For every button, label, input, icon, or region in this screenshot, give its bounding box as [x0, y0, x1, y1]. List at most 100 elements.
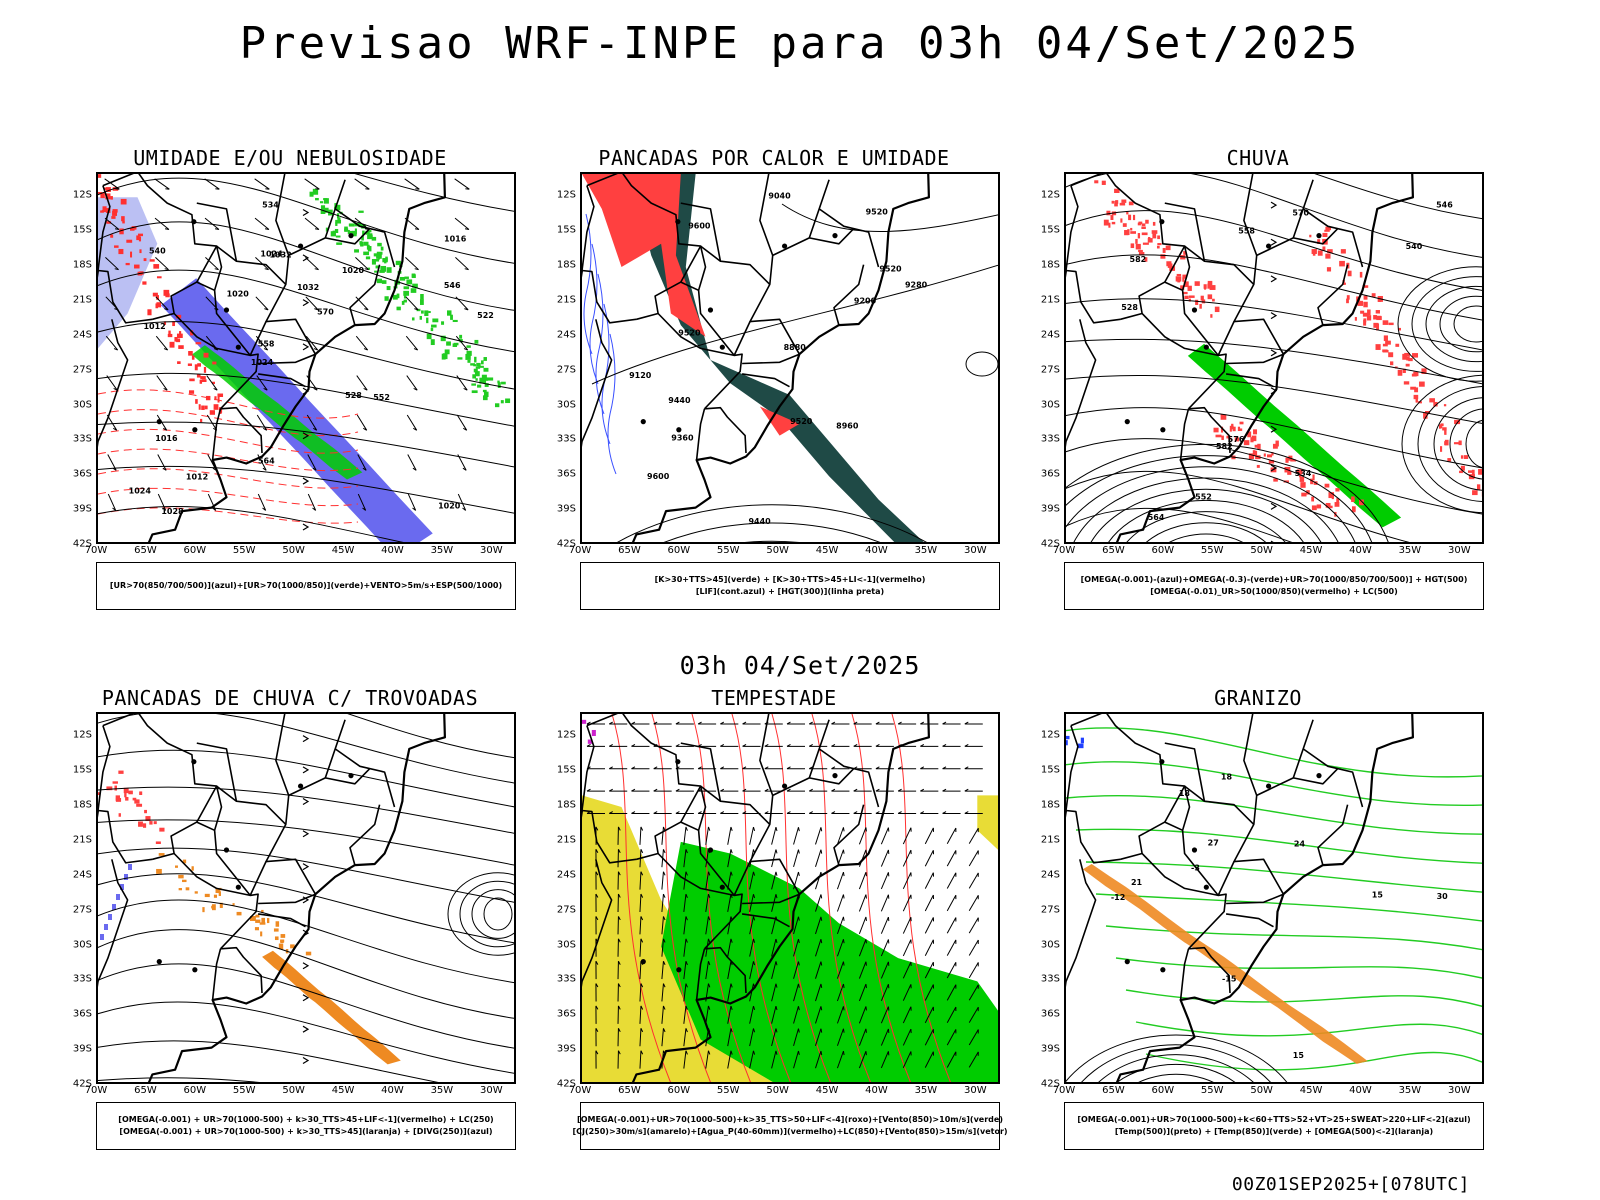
- omega-area-orange: [1082, 864, 1368, 1064]
- latitude-tick-label: 36S: [72, 1008, 92, 1020]
- longitude-tick-label: 35W: [430, 1085, 454, 1096]
- contour-label: 528: [1121, 303, 1138, 312]
- latitude-tick-label: 39S: [72, 1043, 92, 1055]
- latitude-tick-label: 30S: [1040, 399, 1060, 410]
- longitude-tick-label: 35W: [914, 545, 938, 556]
- longitude-tick-label: 70W: [568, 545, 592, 556]
- contour-label: 570: [1292, 208, 1309, 217]
- longitude-tick-label: 65W: [618, 1085, 641, 1096]
- latitude-tick-label: 42S: [72, 538, 92, 550]
- contour-label: 522: [477, 311, 494, 320]
- longitude-axis: 70W 65W 60W 55W 50W 45W 40W 35W 30W: [85, 544, 516, 558]
- latitude-tick-label: 15S: [72, 224, 92, 236]
- longitude-axis: 70W 65W 60W 55W 50W 45W 40W 35W 30W: [569, 544, 1000, 558]
- country-borders: [98, 174, 446, 542]
- contour-label: 534: [262, 201, 279, 210]
- contour-label: 9200: [854, 296, 877, 305]
- streamlines: [98, 174, 514, 542]
- pressure-contours: [617, 504, 927, 542]
- latitude-tick-label: 21S: [1040, 294, 1060, 306]
- panel-granizo: GRANIZO 12S 15S 18S 21S 24S 27S 30S 33S 36S 39S 42S…: [1018, 686, 1498, 1166]
- latitude-tick-label: 18S: [556, 259, 576, 271]
- longitude-tick-label: 40W: [865, 1085, 888, 1096]
- contour-label: 558: [258, 339, 275, 348]
- wind-arrows: [104, 178, 470, 511]
- longitude-tick-label: 30W: [963, 545, 987, 556]
- streamlines: [1066, 174, 1482, 542]
- longitude-tick-label: 30W: [963, 1085, 987, 1096]
- longitude-tick-label: 65W: [134, 545, 157, 556]
- contour-label: 9280: [905, 281, 928, 290]
- contour-label: 1024: [260, 249, 283, 258]
- latitude-tick-label: 24S: [72, 329, 92, 341]
- legend-line: [UR>70(850/700/500)](azul)+[UR>70(1000/8…: [109, 581, 503, 590]
- rain-red-dots-east: [1309, 226, 1482, 497]
- longitude-tick-label: 55W: [716, 545, 740, 556]
- contour-label: 18: [1179, 789, 1191, 798]
- contour-label: 27: [1208, 838, 1219, 847]
- latitude-tick-label: 15S: [556, 224, 576, 236]
- latitude-tick-label: 33S: [1040, 973, 1060, 985]
- contour-label: 9520: [879, 265, 902, 274]
- longitude-tick-label: 35W: [1398, 1085, 1422, 1096]
- contour-label: 1016: [444, 235, 467, 244]
- latitude-tick-label: 39S: [72, 503, 92, 515]
- contour-label: 540: [1406, 242, 1423, 251]
- contour-label: 582: [1130, 255, 1147, 264]
- contour-label: 558: [1238, 226, 1255, 235]
- storm-purple: [582, 719, 596, 744]
- latitude-tick-label: 42S: [556, 1078, 576, 1090]
- jet-area-yellow-ne: [977, 795, 998, 850]
- latitude-tick-label: 39S: [1040, 503, 1060, 515]
- longitude-tick-label: 50W: [1250, 1085, 1273, 1096]
- legend-line: [OMEGA(-0.001) + UR>70(1000-500) + k>30_…: [118, 1115, 494, 1124]
- legend-box: [OMEGA(-0.001)+UR>70(1000-500)+k>35_TTS>…: [572, 1102, 1008, 1150]
- latitude-tick-label: 21S: [556, 294, 576, 306]
- longitude-axis: 70W 65W 60W 55W 50W 45W 40W 35W 30W: [1053, 544, 1484, 558]
- longitude-tick-label: 40W: [1349, 1085, 1372, 1096]
- pressure-contours: [1397, 266, 1482, 382]
- latitude-tick-label: 39S: [1040, 1043, 1060, 1055]
- contour-label: 30: [1437, 892, 1449, 901]
- contour-label: 9600: [688, 221, 711, 230]
- humidity-band-green: [191, 345, 363, 480]
- longitude-tick-label: 50W: [766, 1085, 789, 1096]
- contour-label: 9360: [671, 434, 694, 443]
- latitude-tick-label: 27S: [556, 364, 576, 376]
- streamline-map-icon: 1020 1012 1016 1024 1020 1028 1024 1032 1016 1020…: [96, 172, 516, 544]
- panel-title: PANCADAS DE CHUVA C/ TROVOADAS: [101, 686, 479, 710]
- legend-line: [LIF](cont.azul) + [HGT(300)](linha pret…: [695, 587, 885, 596]
- longitude-tick-label: 30W: [479, 1085, 503, 1096]
- contour-label: -12: [1111, 893, 1125, 902]
- contour-label: 18: [1221, 772, 1233, 781]
- latitude-tick-label: 36S: [1040, 1008, 1060, 1020]
- contour-map-icon: 9600 9520 9600 9520 9520 9520 9440 9360 9280 9200…: [580, 172, 1000, 544]
- latitude-tick-label: 18S: [72, 799, 92, 811]
- contour-label: 9600: [647, 472, 670, 481]
- contour-label: 9520: [790, 417, 813, 426]
- thunderstorm-dots: [156, 853, 312, 956]
- latitude-tick-label: 30S: [556, 939, 576, 950]
- country-borders: [98, 714, 446, 1082]
- longitude-tick-label: 70W: [1052, 545, 1076, 556]
- latitude-tick-label: 15S: [1040, 224, 1060, 236]
- longitude-tick-label: 55W: [716, 1085, 740, 1096]
- streamline-map-icon: [96, 712, 516, 1084]
- latitude-tick-label: 33S: [72, 433, 92, 445]
- divergence-blue: [100, 864, 132, 940]
- longitude-axis: 70W 65W 60W 55W 50W 45W 40W 35W 30W: [1053, 1084, 1484, 1098]
- country-borders: [582, 174, 930, 542]
- legend-line: [Temp(500)](preto) + [Temp(850)](verde) …: [1114, 1127, 1434, 1136]
- latitude-tick-label: 24S: [1040, 329, 1060, 341]
- latitude-tick-label: 36S: [556, 468, 576, 480]
- row-subtitle: 03h 04/Set/2025: [679, 651, 921, 680]
- longitude-tick-label: 65W: [618, 545, 641, 556]
- longitude-tick-label: 60W: [183, 1085, 207, 1096]
- legend-line: [OMEGA(-0.01)_UR>50(1000/850)(vermelho) …: [1150, 587, 1398, 596]
- latitude-tick-label: 21S: [556, 834, 576, 846]
- contour-label: 9440: [668, 396, 691, 405]
- contour-label: 564: [258, 457, 275, 466]
- contour-label: 1012: [186, 472, 208, 481]
- legend-line: [K>30+TTS>45](verde) + [K>30+TTS>45+LI<-…: [654, 575, 926, 584]
- latitude-tick-label: 15S: [1040, 764, 1060, 776]
